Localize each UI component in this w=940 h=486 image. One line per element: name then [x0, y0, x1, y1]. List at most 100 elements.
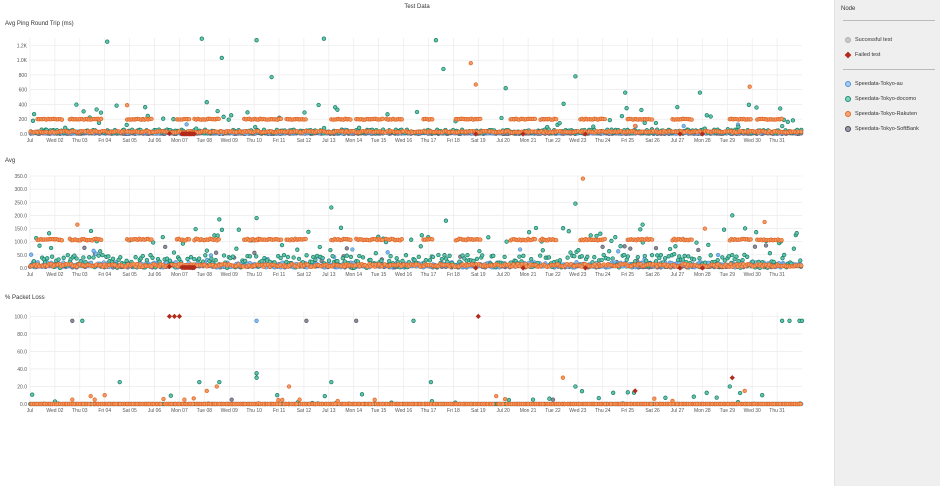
data-point — [600, 244, 605, 250]
data-point — [49, 254, 55, 259]
x-tick-label: Thu 10 — [246, 138, 262, 144]
data-point — [388, 254, 393, 259]
avg-chart[interactable]: 350.0300.0250.0200.0150.0100.050.00.0Jul… — [0, 168, 834, 280]
data-point — [335, 107, 340, 112]
x-tick-label: Fri 11 — [273, 272, 286, 278]
data-point — [799, 263, 804, 268]
data-point — [230, 254, 236, 259]
data-point — [46, 231, 52, 236]
x-tick-label: Fri 11 — [273, 138, 286, 144]
data-point — [285, 254, 291, 260]
data-point — [70, 318, 75, 323]
data-point — [65, 252, 70, 258]
x-tick-label: Thu 10 — [246, 272, 262, 278]
data-point — [554, 117, 559, 122]
data-point — [329, 205, 334, 210]
data-point — [706, 242, 711, 248]
data-point — [720, 255, 725, 260]
data-point — [330, 253, 335, 259]
data-point — [357, 253, 362, 259]
data-point — [215, 233, 220, 238]
data-point — [499, 115, 504, 121]
y-tick-label: 20.0 — [17, 384, 27, 390]
data-point — [99, 116, 104, 121]
x-tick-label: Thu 24 — [595, 138, 611, 144]
x-tick-label: Thu 17 — [421, 138, 437, 144]
x-tick-label: Thu 03 — [72, 272, 88, 278]
failed-test-marker — [473, 265, 479, 271]
data-point — [37, 243, 42, 248]
x-tick-label: Sat 12 — [297, 138, 312, 144]
x-tick-label: Fri 04 — [98, 408, 111, 414]
data-point — [436, 252, 441, 258]
data-point — [521, 253, 526, 258]
x-tick-label: Sat 26 — [645, 272, 660, 278]
data-point — [133, 255, 138, 260]
data-point — [209, 256, 214, 261]
data-point — [105, 39, 110, 44]
y-tick-label: 60.0 — [17, 349, 27, 355]
x-tick-label: Jul 20 — [496, 272, 510, 278]
x-tick-label: Tue 29 — [720, 408, 736, 414]
x-tick-label: Jul — [27, 408, 33, 414]
data-point — [491, 253, 496, 258]
data-point — [573, 74, 578, 79]
x-tick-label: Sat 19 — [471, 272, 486, 278]
data-point — [350, 247, 355, 252]
data-point — [199, 36, 204, 41]
data-point — [798, 258, 803, 263]
data-point — [368, 257, 373, 263]
x-tick-label: Thu 17 — [421, 408, 437, 414]
y-tick-label: 0.0 — [20, 402, 27, 408]
data-point — [692, 257, 697, 262]
data-point — [640, 222, 645, 227]
y-tick-label: 100.0 — [14, 314, 27, 320]
x-tick-label: Wed 02 — [46, 408, 63, 414]
data-point — [303, 117, 308, 122]
y-tick-label: 250.0 — [14, 200, 27, 206]
x-tick-label: Tue 08 — [197, 138, 213, 144]
data-point — [269, 74, 274, 80]
failed-test-marker — [677, 131, 683, 137]
x-tick-label: Thu 31 — [769, 138, 785, 144]
data-point — [747, 84, 752, 89]
data-point — [124, 122, 129, 128]
data-point — [344, 253, 349, 258]
data-point — [82, 245, 87, 250]
x-tick-label: Fri 25 — [621, 272, 634, 278]
chart-title-avg: Avg — [5, 158, 16, 164]
data-point — [88, 228, 94, 234]
data-point — [311, 254, 316, 260]
x-tick-label: Tue 15 — [371, 138, 387, 144]
data-point — [526, 230, 532, 235]
x-tick-label: Wed 23 — [569, 138, 586, 144]
data-point — [441, 66, 446, 72]
data-point — [730, 213, 735, 218]
x-tick-label: Jul 13 — [322, 408, 336, 414]
x-tick-label: Jul 27 — [671, 138, 685, 144]
data-point — [186, 116, 192, 122]
data-point — [278, 237, 284, 242]
data-point — [380, 116, 385, 121]
x-tick-label: Mon 07 — [171, 408, 188, 414]
data-point — [478, 237, 483, 242]
failed-test-marker — [520, 265, 526, 271]
data-point — [124, 103, 130, 108]
data-point — [118, 255, 123, 260]
data-point — [480, 253, 485, 258]
x-tick-label: Sat 05 — [122, 138, 137, 144]
chart-title-ping: Avg Ping Round Trip (ms) — [5, 21, 74, 27]
data-point — [566, 229, 571, 234]
data-point — [607, 249, 612, 254]
data-point — [304, 318, 309, 323]
data-point — [106, 254, 111, 259]
data-point — [340, 256, 345, 261]
data-point — [254, 254, 259, 259]
data-point — [477, 248, 482, 254]
data-point — [791, 246, 797, 251]
data-point — [30, 118, 36, 123]
data-point — [61, 255, 66, 260]
data-point — [94, 107, 99, 112]
